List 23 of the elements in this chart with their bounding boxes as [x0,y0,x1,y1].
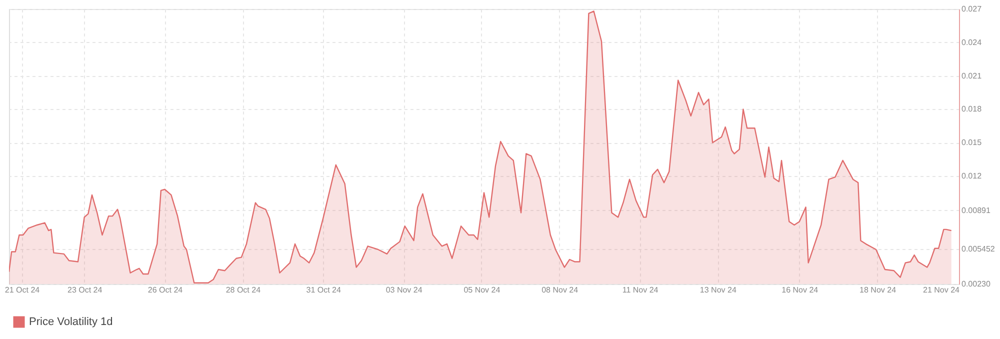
x-tick-label: 26 Oct 24 [148,286,184,294]
x-tick-label: 18 Nov 24 [860,286,897,294]
x-tick-label: 28 Oct 24 [226,286,262,294]
x-tick-label: 03 Nov 24 [386,286,423,294]
legend-label: Price Volatility 1d [29,316,113,328]
y-tick-label: 0.00230 [962,280,991,288]
x-tick-label: 05 Nov 24 [464,286,501,294]
x-tick-label: 23 Oct 24 [67,286,103,294]
y-tick-label: 0.015 [962,138,982,148]
x-tick-label: 21 Oct 24 [4,286,40,294]
y-tick-label: 0.005452 [962,244,996,254]
x-tick-label: 08 Nov 24 [542,286,579,294]
y-tick-label: 0.00891 [962,206,991,215]
y-tick-label: 0.021 [962,71,982,80]
x-tick-label: 21 Nov 24 [923,286,960,294]
y-tick-label: 0.024 [962,38,982,47]
x-tick-label: 13 Nov 24 [700,286,737,294]
x-tick-label: 11 Nov 24 [622,286,659,294]
x-tick-label: 31 Oct 24 [306,286,342,294]
y-tick-label: 0.018 [962,104,982,114]
y-tick-label: 0.012 [962,172,982,181]
x-tick-label: 16 Nov 24 [782,286,819,294]
y-tick-label: 0.027 [962,4,982,14]
